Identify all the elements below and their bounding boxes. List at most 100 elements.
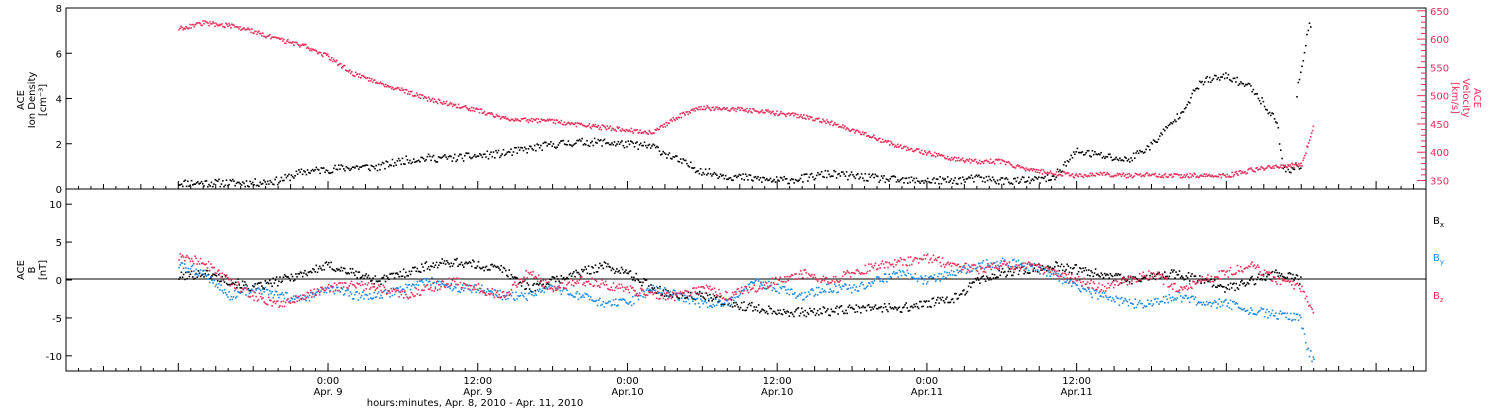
data-point-velocity	[623, 129, 626, 132]
data-point-Bz	[500, 296, 502, 298]
data-point-velocity	[970, 159, 973, 161]
data-point-By	[1099, 295, 1101, 297]
data-point-Bx	[619, 272, 622, 274]
data-point-velocity	[753, 108, 755, 111]
data-point-density	[1004, 178, 1006, 180]
data-point-density	[1137, 152, 1140, 154]
data-point-density	[1157, 138, 1160, 141]
data-point-By	[616, 305, 618, 307]
data-point-density	[1134, 157, 1136, 159]
data-point-By	[1002, 260, 1005, 262]
data-point-density	[1041, 176, 1044, 179]
data-point-Bx	[348, 272, 350, 275]
data-point-Bx	[467, 262, 470, 264]
data-point-Bz	[831, 280, 834, 282]
data-point-Bx	[331, 268, 333, 270]
data-point-Bx	[447, 261, 449, 264]
data-point-By	[313, 295, 315, 298]
data-point-Bx	[992, 277, 995, 279]
data-point-Bz	[247, 295, 250, 298]
data-point-Bx	[1185, 275, 1188, 277]
data-point-By	[1098, 291, 1100, 294]
data-point-velocity	[310, 47, 312, 50]
data-point-By	[627, 303, 630, 305]
data-point-By	[228, 291, 230, 293]
data-point-density	[414, 161, 416, 163]
data-point-By	[1036, 269, 1039, 271]
data-point-Bx	[873, 306, 876, 308]
data-point-velocity	[1312, 125, 1315, 128]
data-point-velocity	[513, 120, 516, 122]
data-point-velocity	[1279, 166, 1281, 168]
data-point-Bz	[862, 272, 864, 275]
data-point-By	[861, 281, 863, 284]
data-point-By	[301, 297, 304, 299]
data-point-By	[1101, 292, 1104, 294]
data-point-density	[622, 144, 625, 147]
data-point-velocity	[332, 60, 334, 63]
data-point-Bx	[393, 277, 396, 279]
data-point-Bx	[253, 285, 255, 288]
data-point-velocity	[993, 162, 996, 165]
data-point-velocity	[1200, 174, 1202, 176]
data-point-By	[1173, 299, 1175, 301]
data-point-velocity	[853, 128, 855, 131]
data-point-Bz	[198, 263, 201, 265]
data-point-By	[1233, 300, 1235, 303]
data-point-velocity	[1057, 174, 1060, 176]
data-point-velocity	[286, 40, 288, 42]
data-point-Bz	[664, 298, 667, 301]
data-point-Bx	[1090, 270, 1092, 272]
data-point-By	[1212, 301, 1215, 304]
data-point-Bx	[634, 279, 636, 282]
data-point-Bz	[605, 284, 608, 286]
data-point-velocity	[1295, 162, 1297, 164]
data-point-density	[525, 148, 527, 150]
data-point-Bz	[780, 280, 783, 283]
data-point-velocity	[827, 121, 829, 123]
data-point-Bx	[1076, 273, 1079, 275]
data-point-density	[1295, 163, 1297, 165]
data-point-density	[719, 173, 722, 176]
data-point-density	[234, 184, 236, 187]
data-point-By	[743, 288, 745, 291]
data-point-velocity	[968, 158, 971, 160]
data-point-velocity	[719, 108, 721, 110]
data-point-density	[1061, 170, 1064, 173]
data-point-density	[1262, 100, 1265, 103]
data-point-Bz	[744, 285, 746, 288]
data-point-Bx	[360, 276, 363, 278]
data-point-density	[1232, 77, 1235, 80]
data-point-velocity	[1081, 175, 1084, 178]
data-point-By	[1165, 295, 1167, 298]
data-point-velocity	[1212, 176, 1214, 178]
data-point-velocity	[1073, 176, 1076, 179]
data-point-velocity	[243, 27, 245, 29]
data-point-velocity	[694, 110, 696, 112]
data-point-velocity	[360, 77, 362, 79]
data-point-density	[785, 178, 788, 180]
data-point-Bz	[385, 293, 388, 295]
data-point-Bx	[956, 298, 958, 300]
data-point-density	[487, 157, 490, 160]
data-point-Bx	[363, 277, 365, 280]
data-point-velocity	[1205, 173, 1207, 175]
data-point-Bx	[681, 294, 684, 297]
data-point-By	[1257, 311, 1259, 314]
data-point-By	[190, 265, 193, 268]
data-point-By	[788, 293, 791, 296]
data-point-Bx	[537, 284, 540, 286]
data-point-density	[712, 173, 714, 175]
data-point-By	[762, 281, 764, 284]
data-point-By	[1280, 313, 1283, 315]
data-point-By	[974, 267, 977, 270]
data-point-Bx	[314, 271, 316, 273]
data-point-Bx	[240, 287, 243, 289]
data-point-density	[1090, 155, 1092, 158]
data-point-Bx	[921, 305, 923, 308]
data-point-Bx	[1049, 266, 1051, 268]
data-point-Bz	[772, 282, 775, 284]
data-point-Bz	[545, 281, 548, 284]
data-point-By	[1166, 298, 1168, 301]
data-point-velocity	[1268, 165, 1270, 167]
